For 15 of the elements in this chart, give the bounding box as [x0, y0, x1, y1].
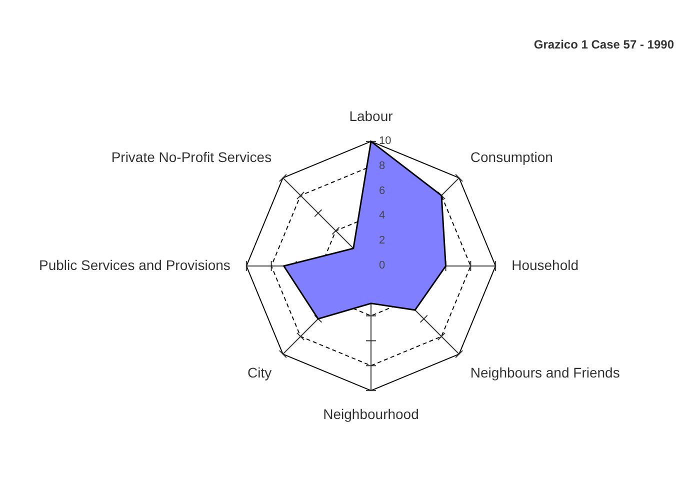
spoke-label: Public Services and Provisions: [39, 256, 230, 273]
spoke-label: Consumption: [470, 149, 553, 166]
chart-title: Grazico 1 Case 57 - 1990: [534, 38, 674, 52]
y-tick-label: 4: [379, 210, 386, 222]
spoke-label: Neighbourhood: [323, 406, 419, 422]
y-tick-label: 6: [379, 184, 386, 197]
y-tick-label: 2: [379, 234, 386, 247]
spoke-label: City: [247, 364, 272, 381]
spoke-label: Private No-Profit Services: [111, 149, 272, 166]
spoke-label: Household: [512, 256, 579, 273]
y-tick-label: 10: [379, 134, 392, 147]
y-tick-label: 8: [379, 160, 386, 172]
spoke-label: Labour: [349, 108, 394, 124]
y-tick-label: 0: [379, 260, 386, 272]
spoke-label: Neighbours and Friends: [470, 364, 620, 381]
